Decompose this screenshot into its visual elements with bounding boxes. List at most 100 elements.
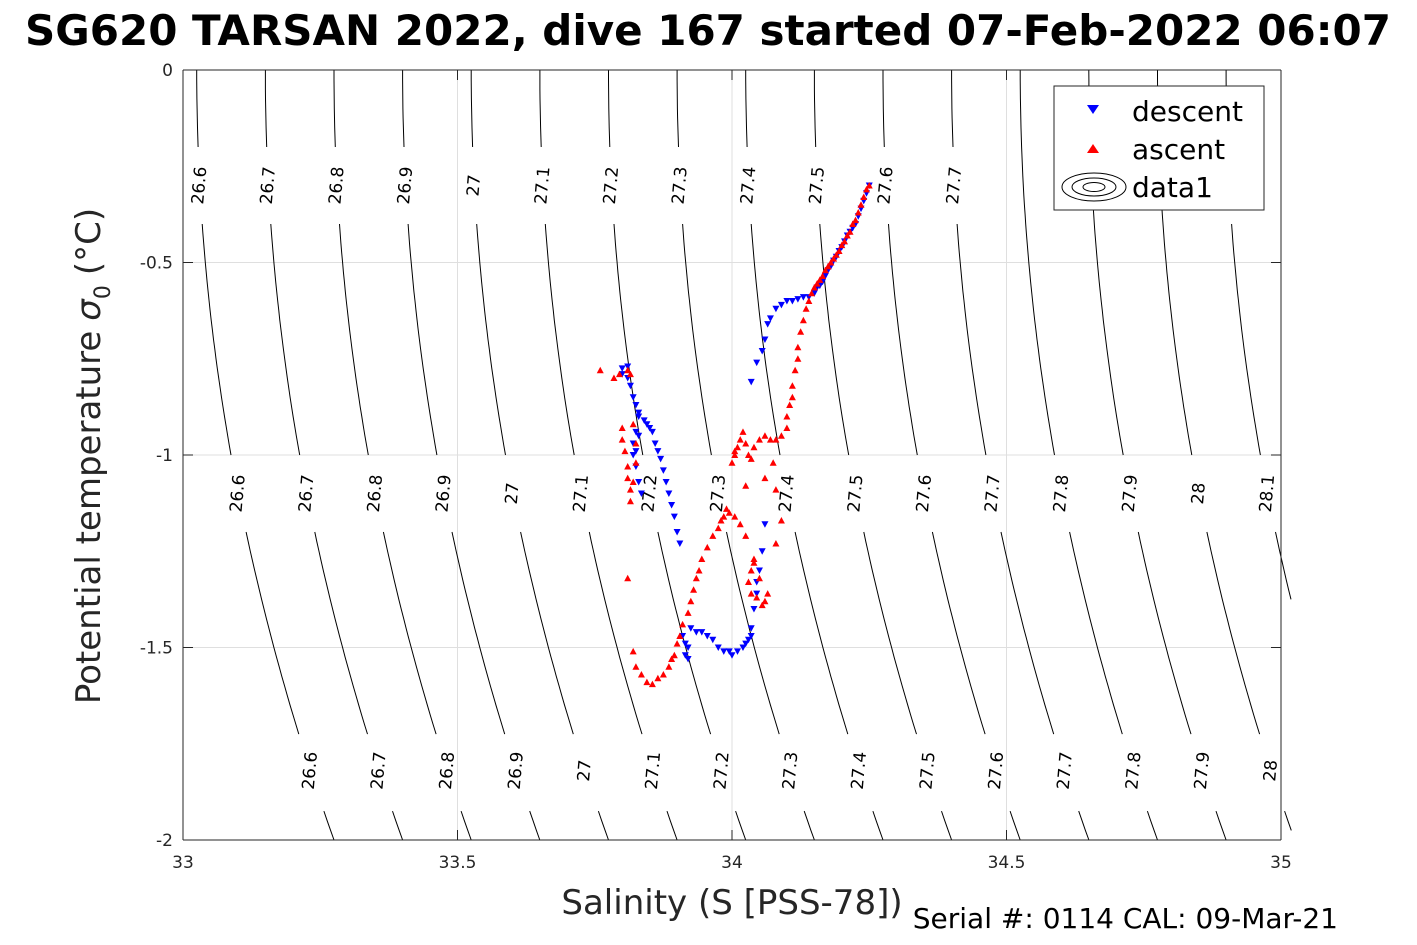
ascent-point	[629, 647, 637, 655]
descent-point	[692, 629, 700, 636]
legend-contour-icon	[1061, 172, 1127, 202]
descent-point	[632, 401, 640, 409]
descent-point	[709, 636, 717, 644]
contour-label: 27.6	[913, 474, 936, 513]
ascent-point	[731, 447, 739, 455]
contour-line	[676, 70, 679, 148]
contour-line	[1069, 531, 1123, 735]
legend: descent ascent data1	[1053, 85, 1265, 211]
descent-point	[747, 632, 755, 640]
ascent-point	[742, 482, 750, 489]
ascent-point	[618, 424, 626, 432]
ascent-point	[863, 185, 871, 193]
ascent-point	[624, 574, 632, 582]
descent-point	[783, 298, 791, 305]
ascent-point	[695, 567, 703, 574]
contour-line	[520, 531, 574, 735]
legend-data1-label: data1	[1132, 171, 1213, 204]
ascent-point	[835, 247, 843, 254]
ascent-point	[618, 436, 626, 443]
contour-line	[1009, 810, 1021, 841]
ascent-point	[687, 597, 695, 605]
ascent-point	[626, 486, 634, 493]
y-axis-label-text: Potential temperature	[69, 331, 109, 704]
contour-line	[1078, 810, 1090, 841]
ascent-point	[755, 574, 763, 582]
contour-line	[863, 531, 917, 735]
descent-point	[764, 321, 772, 328]
contour-label: 28.1	[1256, 474, 1279, 513]
ascent-point	[736, 436, 744, 443]
descent-point	[676, 540, 684, 548]
ascent-point	[610, 374, 618, 381]
ascent-point	[832, 251, 840, 258]
ascent-point	[802, 305, 810, 312]
descent-point	[687, 625, 695, 632]
ascent-point	[632, 663, 640, 670]
ascent-point	[615, 370, 623, 378]
contour-label: 27.8	[1122, 751, 1145, 790]
contour-label: 26.9	[505, 751, 528, 790]
contour-line	[245, 531, 300, 735]
axes: 33 33.5 34 34.5 35 0 -0.5 -1 -1.5 -2	[140, 61, 1292, 873]
contour-line	[956, 223, 987, 456]
ascent-point	[624, 366, 632, 374]
descent-point	[753, 590, 761, 598]
ascent-point	[841, 237, 849, 245]
contour-label: 27.7	[981, 474, 1004, 513]
contour-line	[392, 810, 404, 841]
contour-label: 27.8	[1050, 474, 1073, 513]
ascent-point	[761, 474, 769, 482]
contour-line	[750, 223, 781, 456]
ascent-point	[766, 436, 774, 443]
y-tick-label: -2	[156, 831, 173, 851]
descent-point	[657, 455, 665, 463]
ascent-point	[629, 478, 637, 485]
contour-label: 26.6	[227, 474, 250, 513]
y-tick-label: 0	[162, 61, 173, 81]
descent-point	[684, 644, 692, 651]
descent-point	[777, 301, 785, 309]
legend-descent-marker	[1087, 105, 1099, 114]
ascent-point	[733, 443, 741, 451]
contour-label: 27.4	[848, 751, 871, 790]
descent-point	[629, 452, 637, 459]
ascent-point	[596, 366, 604, 374]
ascent-point	[777, 516, 785, 524]
ascent-point	[797, 328, 805, 335]
descent-point	[766, 315, 774, 322]
contour-line	[407, 223, 438, 456]
ascent-point	[777, 432, 785, 439]
contour-line	[941, 810, 953, 841]
ascent-point	[857, 201, 865, 208]
ascent-point	[744, 578, 752, 586]
contour-line	[1284, 810, 1292, 831]
ascent-point	[742, 532, 750, 539]
descent-point	[670, 513, 678, 521]
contour-line	[470, 70, 474, 148]
y-tick-label: -1	[156, 446, 173, 466]
ascent-point	[813, 280, 821, 287]
ascent-point	[852, 216, 860, 224]
descent-point	[635, 409, 643, 417]
contour-line	[588, 531, 643, 735]
contour-label: 27.1	[570, 474, 593, 513]
contour-line	[735, 810, 747, 841]
contour-label: 27.7	[943, 166, 966, 205]
ascent-point	[761, 432, 769, 439]
ascent-point	[821, 266, 829, 274]
ascent-point	[626, 370, 634, 378]
descent-point	[648, 428, 656, 436]
contour-label: 27.2	[600, 166, 623, 205]
contour-line	[931, 531, 986, 735]
descent-point	[788, 298, 796, 305]
descent-point	[635, 413, 643, 420]
ascent-point	[750, 559, 758, 566]
contour-label: 27.3	[669, 166, 692, 205]
descent-point	[665, 490, 673, 497]
ascent-point	[783, 413, 791, 420]
contour-line	[745, 70, 748, 148]
contour-label: 27.3	[779, 751, 802, 790]
ascent-point	[849, 220, 857, 227]
contour-line	[872, 810, 884, 841]
